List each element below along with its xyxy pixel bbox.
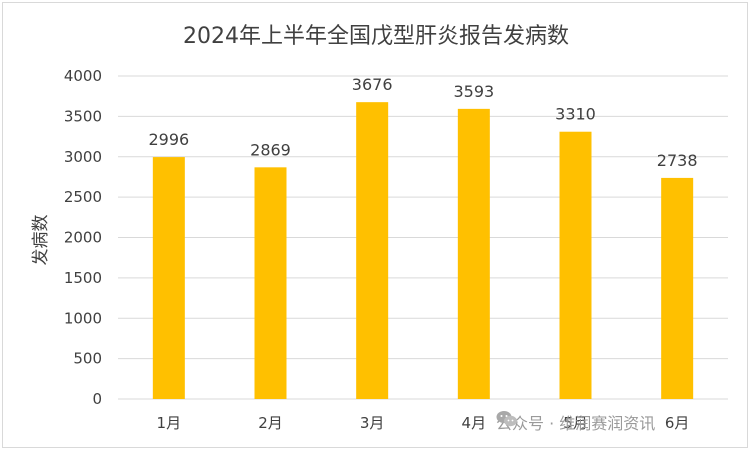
gridlines	[118, 75, 728, 400]
data-label: 3310	[555, 105, 596, 124]
y-tick-label: 3000	[64, 148, 102, 166]
y-tick-label: 1000	[64, 309, 102, 327]
data-label: 3676	[352, 75, 393, 94]
y-tick-label: 1500	[64, 269, 102, 287]
watermark: 公众号 · 维润赛润资讯	[496, 410, 655, 434]
x-tick-label: 1月	[157, 414, 182, 432]
y-axis-label: 发病数	[31, 215, 51, 266]
bar-3	[356, 102, 389, 400]
bar-2	[254, 167, 287, 399]
chart-title: 2024年上半年全国戊型肝炎报告发病数	[183, 24, 569, 49]
x-tick-label: 6月	[665, 414, 690, 432]
y-tick-label: 500	[73, 350, 102, 368]
bar-1	[152, 157, 185, 399]
data-label: 3593	[453, 82, 494, 101]
data-label: 2869	[250, 140, 291, 159]
y-tick-label: 2500	[64, 188, 102, 206]
x-axis-ticks: 1月 2月 3月 4月 5月 6月	[157, 414, 690, 432]
x-tick-label: 3月	[360, 414, 385, 432]
x-tick-label: 4月	[462, 414, 487, 432]
data-label: 2738	[657, 151, 698, 170]
wechat-icon	[496, 411, 517, 427]
bar-5	[559, 131, 592, 399]
watermark-text: 公众号 · 维润赛润资讯	[496, 414, 656, 433]
bar-6	[661, 177, 694, 399]
bar-4	[457, 108, 490, 400]
y-tick-label: 2000	[64, 229, 102, 247]
bars	[152, 102, 694, 400]
data-label: 2996	[148, 130, 189, 149]
x-tick-label: 5月	[563, 414, 588, 432]
x-tick-label: 2月	[258, 414, 283, 432]
data-labels: 2996 2869 3676 3593 3310 2738	[148, 75, 697, 170]
y-tick-label: 0	[92, 390, 102, 408]
y-axis-ticks: 0 500 1000 1500 2000 2500 3000 3500 4000	[64, 67, 102, 408]
y-tick-label: 3500	[64, 107, 102, 125]
y-tick-label: 4000	[64, 67, 102, 85]
